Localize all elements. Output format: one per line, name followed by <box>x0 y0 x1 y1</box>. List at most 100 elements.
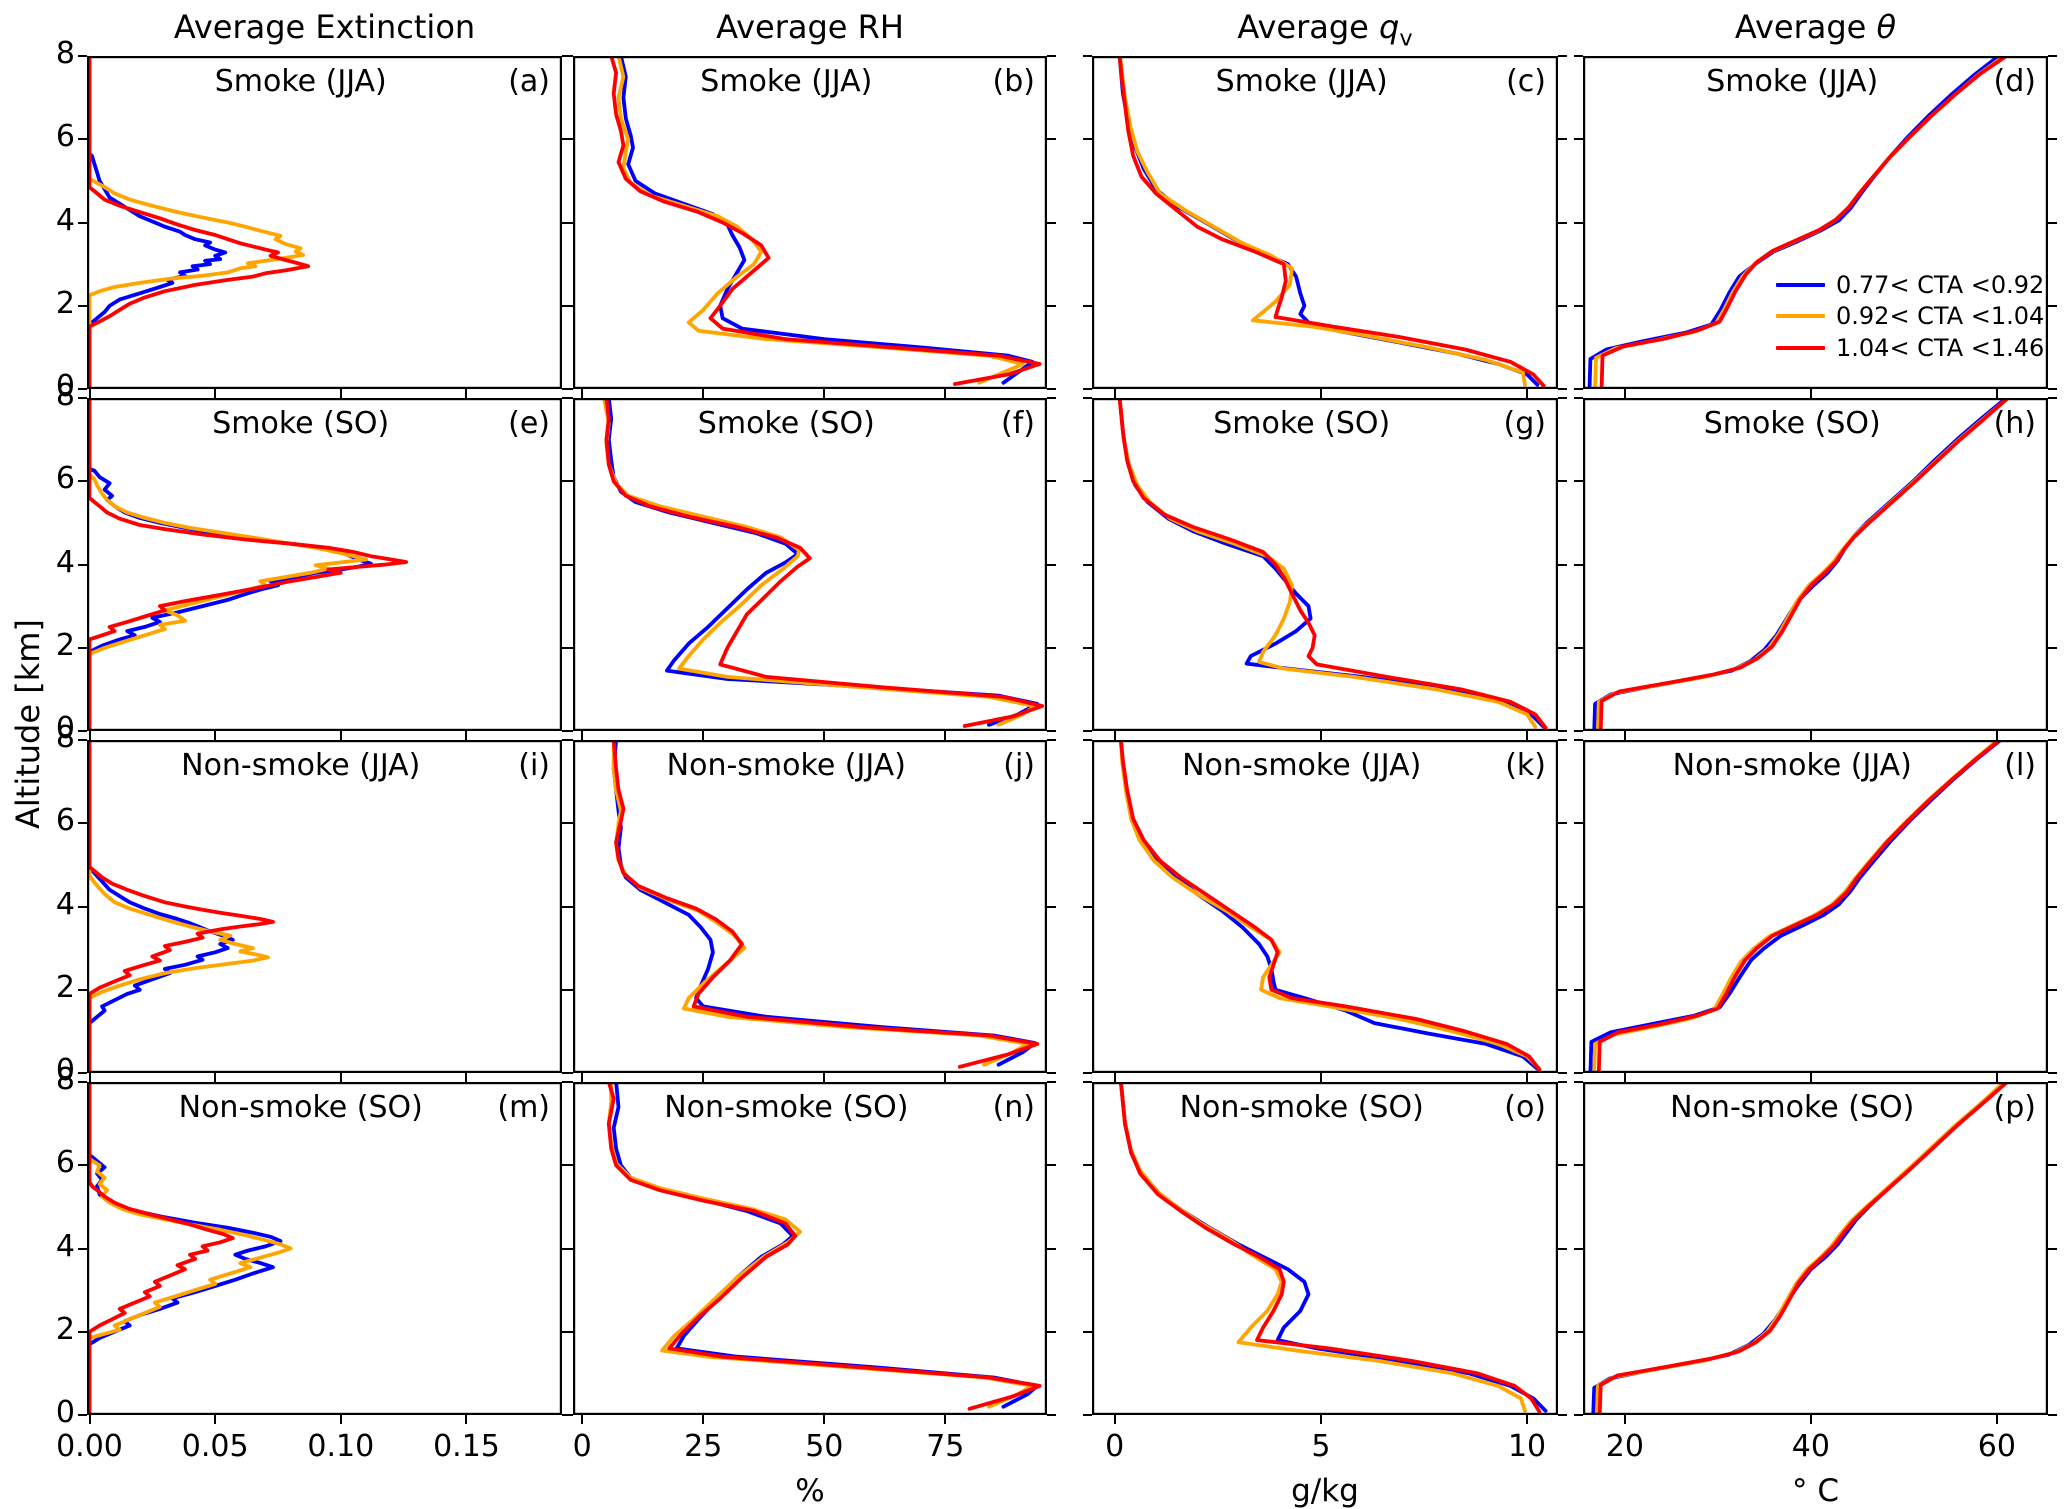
panel-title: Non-smoke (SO) <box>1179 1090 1424 1125</box>
panel-letter: (p) <box>1993 1090 2036 1125</box>
x-tick-label: 50 <box>805 1429 844 1464</box>
y-tick-mark-left <box>1083 1164 1092 1167</box>
x-tick-mark <box>1995 389 1998 398</box>
y-tick-mark-right <box>1047 480 1056 483</box>
x-tick-mark <box>1809 731 1812 740</box>
y-tick-mark-left <box>1574 563 1583 566</box>
panel-b: Smoke (JJA) (b) <box>573 56 1047 389</box>
series-line-orange <box>602 398 1037 727</box>
x-tick-mark <box>702 731 705 740</box>
panel-title: Smoke (JJA) <box>700 64 873 99</box>
panel-title: Smoke (SO) <box>1213 406 1391 441</box>
column-title-subscript: v <box>1399 25 1413 52</box>
panel-title: Smoke (SO) <box>212 406 390 441</box>
axes-frame <box>573 740 1047 1073</box>
plot-area-o <box>1092 1082 1558 1415</box>
y-tick-mark-left <box>1574 1247 1583 1250</box>
y-tick-mark-left <box>1083 1330 1092 1333</box>
column-title-text: Average Extinction <box>173 8 476 46</box>
series-line-blue <box>1592 398 2009 731</box>
y-tick-mark-right <box>2048 739 2057 741</box>
y-tick-mark-left <box>78 988 87 991</box>
y-tick-label: 4 <box>55 544 75 580</box>
x-tick-mark <box>1623 731 1626 740</box>
series-line-red <box>1598 398 2010 731</box>
series-line-red <box>1596 740 2002 1073</box>
x-tick-mark <box>88 389 91 398</box>
y-tick-mark-left <box>1083 905 1092 908</box>
series-line-blue <box>606 398 1040 727</box>
y-tick-mark-left <box>78 388 87 390</box>
y-tick-label: 8 <box>55 378 75 413</box>
panel-n: Non-smoke (SO) (n) <box>573 1082 1047 1415</box>
panel-p: Non-smoke (SO) (p) <box>1583 1082 2048 1415</box>
panel-title: Smoke (JJA) <box>1706 64 1879 99</box>
panel-title: Non-smoke (JJA) <box>1672 748 1912 783</box>
series-line-orange <box>1594 1082 2007 1415</box>
column-title-qv: Average qv <box>1092 8 1558 51</box>
y-tick-label: 6 <box>55 461 75 497</box>
y-tick-mark-left <box>564 1414 573 1416</box>
y-tick-mark-left <box>1083 822 1092 825</box>
series-line-red <box>1117 398 1548 730</box>
y-tick-mark-right <box>2048 1247 2057 1250</box>
y-tick-label: 8 <box>55 36 75 71</box>
panel-m: Non-smoke (SO) (m) <box>87 1082 562 1415</box>
y-tick-mark-left <box>564 55 573 57</box>
panel-title: Smoke (JJA) <box>214 64 387 99</box>
y-tick-mark-left <box>1083 646 1092 649</box>
panel-letter: (k) <box>1505 748 1546 783</box>
y-tick-mark-left <box>78 1164 87 1167</box>
axes-frame <box>87 1082 562 1415</box>
panel-title: Non-smoke (JJA) <box>666 748 906 783</box>
panel-letter: (m) <box>497 1090 550 1125</box>
y-tick-mark-left <box>1574 730 1583 732</box>
y-tick-mark-left <box>564 730 573 732</box>
series-line-blue <box>87 1082 283 1415</box>
y-tick-label: 6 <box>55 1145 75 1181</box>
panel-letter: (g) <box>1503 406 1546 441</box>
panel-o: Non-smoke (SO) (o) <box>1092 1082 1558 1415</box>
x-axis-label-rh: % <box>795 1473 825 1509</box>
y-tick-label: 0 <box>55 369 75 404</box>
series-line-red <box>87 398 409 731</box>
y-tick-mark-left <box>1574 739 1583 741</box>
y-tick-mark-left <box>78 1247 87 1250</box>
y-tick-mark-left <box>564 138 573 141</box>
y-tick-mark-right <box>1558 563 1567 566</box>
y-tick-mark-left <box>1083 1072 1092 1074</box>
y-tick-mark-right <box>2048 388 2057 390</box>
y-tick-mark-right <box>1047 739 1056 741</box>
panel-letter: (n) <box>992 1090 1035 1125</box>
series-line-blue <box>87 740 235 1073</box>
y-tick-label: 2 <box>55 1311 75 1347</box>
x-tick-mark <box>214 1073 217 1082</box>
y-tick-mark-right <box>2048 905 2057 908</box>
x-tick-label: 0.00 <box>56 1429 123 1464</box>
y-tick-mark-left <box>78 646 87 649</box>
legend-label-blue: 0.77< CTA <0.92 <box>1836 271 2045 299</box>
y-tick-label: 2 <box>55 969 75 1005</box>
series-line-red <box>611 740 1040 1069</box>
panel-l: Non-smoke (JJA) (l) <box>1583 740 2048 1073</box>
series-line-red <box>1599 56 2009 389</box>
x-tick-mark <box>702 1073 705 1082</box>
x-tick-mark <box>944 389 947 398</box>
y-tick-mark-left <box>78 55 87 57</box>
y-tick-mark-left <box>564 388 573 390</box>
column-title-math: q <box>1379 8 1400 46</box>
y-tick-mark-right <box>1558 646 1567 649</box>
panel-c: Smoke (JJA) (c) <box>1092 56 1558 389</box>
x-tick-mark <box>581 1073 584 1082</box>
axes-frame <box>87 398 562 731</box>
y-tick-mark-left <box>78 397 87 399</box>
series-line-orange <box>87 398 368 731</box>
y-tick-mark-left <box>1083 138 1092 141</box>
series-line-red <box>87 740 275 1073</box>
legend-line-blue <box>1776 283 1825 287</box>
y-tick-mark-left <box>1574 1164 1583 1167</box>
x-tick-mark <box>88 1415 91 1424</box>
panel-k: Non-smoke (JJA) (k) <box>1092 740 1558 1073</box>
panel-title: Non-smoke (JJA) <box>181 748 421 783</box>
panel-title: Smoke (SO) <box>1703 406 1881 441</box>
